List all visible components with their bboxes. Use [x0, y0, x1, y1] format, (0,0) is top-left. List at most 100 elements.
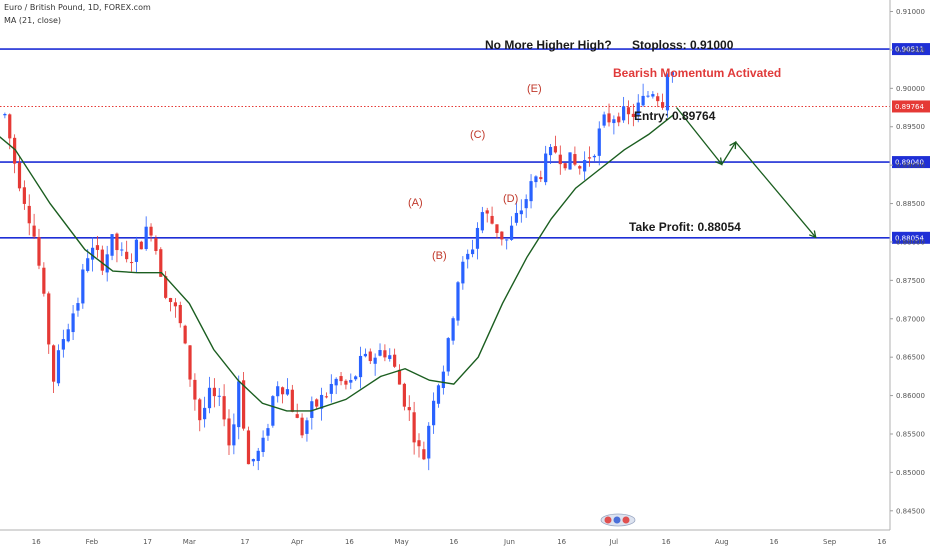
candle-body	[436, 385, 441, 404]
x-tick-label: Feb	[86, 538, 99, 546]
wave-d-label: (D)	[503, 193, 518, 205]
candle-body	[500, 231, 504, 240]
candle-body	[524, 199, 528, 209]
candle-body	[670, 71, 674, 76]
projection-arrowhead-2	[729, 140, 737, 150]
candle-body	[8, 114, 12, 139]
take-profit-price-label: 0.88054	[895, 234, 924, 242]
candle-body	[246, 430, 251, 465]
candle-body	[22, 187, 26, 204]
candle-body	[407, 407, 411, 411]
candle-body	[285, 389, 290, 395]
candle-body	[529, 181, 533, 202]
candle-body	[198, 399, 202, 421]
candle-body	[3, 114, 7, 116]
candle-body	[105, 254, 109, 273]
candle-body	[495, 224, 499, 233]
candle-body	[129, 262, 134, 264]
x-tick-label: Apr	[291, 538, 303, 546]
level-price-label: 0.89040	[895, 159, 924, 167]
candle-body	[587, 157, 592, 159]
candle-body	[125, 251, 129, 260]
take-profit-price-tag	[892, 231, 930, 244]
candle-body	[568, 152, 572, 170]
y-tick-label: 0.90500	[896, 46, 925, 54]
candle-body	[661, 102, 665, 108]
candle-body	[544, 153, 548, 183]
candle-body	[17, 162, 22, 189]
wave-b-label: (B)	[432, 250, 447, 262]
candle-body	[324, 396, 329, 398]
candle-body	[183, 325, 187, 344]
candle-body	[446, 338, 450, 372]
candle-body	[42, 267, 46, 294]
horizontal-levels: 0.90511 0.89764 0.89040 0.88054	[0, 43, 930, 244]
candle-body	[665, 74, 670, 111]
x-tick-label: 17	[143, 538, 152, 546]
candle-body	[212, 387, 216, 397]
projection-arrowhead-3	[808, 230, 817, 239]
candle-body	[339, 376, 343, 382]
chart-symbol-title: Euro / British Pound, 1D, FOREX.com	[4, 3, 151, 12]
bearish-momentum-label: Bearish Momentum Activated	[613, 66, 781, 80]
candle-body	[227, 418, 231, 446]
candle-body	[475, 227, 480, 249]
y-tick-label: 0.88500	[896, 200, 925, 208]
candle-body	[422, 449, 426, 460]
annotations: No More Higher High? Stoploss: 0.91000 Bea…	[408, 38, 781, 262]
candles	[3, 71, 674, 471]
candle-body	[149, 226, 153, 236]
x-tick-label: 16	[345, 538, 354, 546]
x-tick-label: Jul	[609, 538, 619, 546]
candle-body	[548, 146, 553, 156]
candle-body	[451, 318, 455, 341]
candle-body	[329, 383, 333, 394]
candle-body	[110, 234, 114, 256]
candle-body	[622, 106, 626, 121]
y-tick-label: 0.91000	[896, 8, 925, 16]
y-tick-label: 0.87500	[896, 277, 925, 285]
candle-body	[66, 329, 70, 342]
candle-body	[441, 371, 445, 389]
candle-body	[354, 376, 358, 380]
wave-a-label: (A)	[408, 197, 423, 209]
candle-body	[47, 293, 51, 345]
candle-body	[553, 146, 558, 153]
candle-body	[519, 210, 523, 215]
y-tick-label: 0.86500	[896, 354, 925, 362]
x-tick-label: May	[394, 538, 408, 546]
candle-body	[514, 212, 519, 223]
candle-body	[368, 351, 372, 362]
y-tick-label: 0.87000	[896, 315, 925, 323]
y-tick-label: 0.89500	[896, 123, 925, 131]
candle-body	[617, 116, 621, 123]
y-tick-label: 0.89000	[896, 162, 925, 170]
candle-body	[583, 160, 587, 172]
candle-body	[27, 205, 31, 224]
candle-body	[432, 400, 436, 426]
candle-body	[256, 450, 260, 461]
candle-body	[466, 253, 470, 260]
x-tick-label: 16	[662, 538, 671, 546]
candle-body	[86, 258, 90, 271]
stoploss-price-label: 0.90511	[895, 46, 924, 54]
candle-body	[300, 417, 304, 436]
candle-body	[305, 420, 309, 434]
candle-body	[490, 215, 494, 224]
candle-body	[266, 428, 270, 436]
candle-body	[344, 380, 348, 385]
x-tick-label: Mar	[183, 538, 196, 546]
candle-body	[646, 95, 650, 97]
candle-body	[120, 249, 124, 251]
candle-body	[509, 225, 514, 240]
candle-body	[290, 389, 294, 412]
candle-body	[217, 395, 221, 397]
candle-body	[237, 381, 241, 428]
candle-body	[534, 176, 538, 183]
candle-body	[412, 412, 416, 443]
candle-body	[271, 396, 275, 426]
candle-body	[383, 350, 387, 358]
projection	[675, 107, 817, 239]
